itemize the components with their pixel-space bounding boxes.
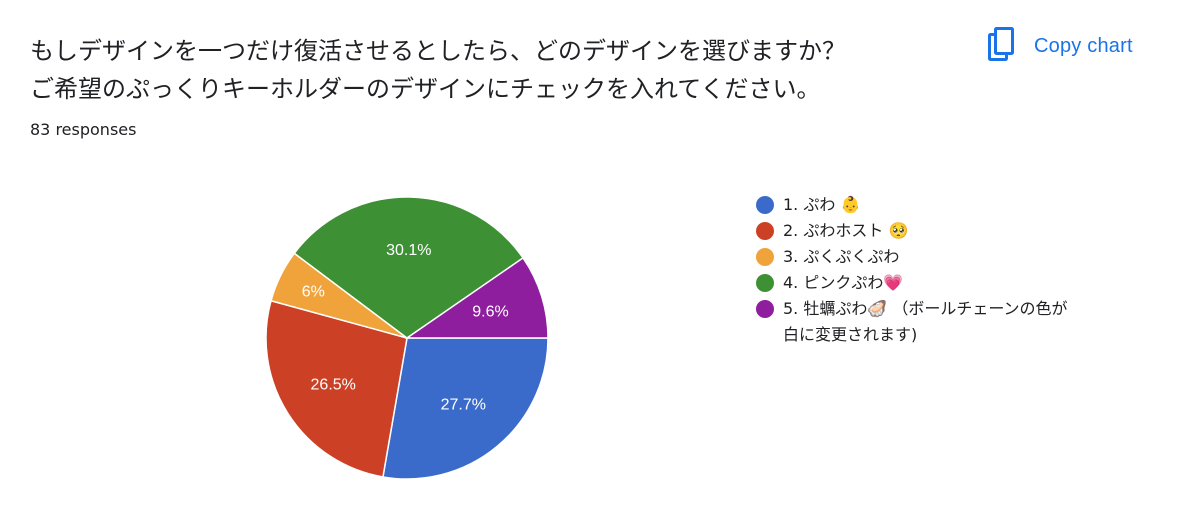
pie-slice-5[interactable]	[404, 256, 549, 339]
pie-label-1: 27.7%	[441, 396, 486, 413]
pie-slice-1[interactable]	[382, 337, 549, 480]
legend-swatch-3	[756, 248, 774, 266]
legend-swatch-4	[756, 274, 774, 292]
pie-label-2: 26.5%	[311, 376, 356, 393]
copy-icon	[988, 27, 1016, 65]
question-line-1: もしデザインを一つだけ復活させるとしたら、どのデザインを選びますか？	[30, 37, 846, 65]
legend-label-2: 2. ぷわホスト 🥺	[783, 221, 909, 240]
pie-chart: 27.7% 26.5% 6% 30.1% 9.6%	[257, 188, 557, 488]
pie-label-5: 9.6%	[472, 304, 508, 321]
legend-item-2[interactable]: 2. ぷわホスト 🥺	[756, 218, 1156, 244]
legend-item-4[interactable]: 4. ピンクぷわ💗	[756, 270, 1156, 296]
legend-label-3: 3. ぷくぷくぷわ	[783, 247, 900, 266]
question-title: もしデザインを一つだけ復活させるとしたら、どのデザインを選びますか？ ご希望のぷ…	[30, 32, 930, 108]
legend-item-3[interactable]: 3. ぷくぷくぷわ	[756, 244, 1156, 270]
legend-label-5: 5. 牡蠣ぷわ🦪 （ボールチェーンの色が 白に変更されます)	[783, 299, 1068, 344]
legend-swatch-5	[756, 300, 774, 318]
pie-slice-4[interactable]	[293, 196, 525, 339]
legend-swatch-1	[756, 196, 774, 214]
legend-swatch-2	[756, 222, 774, 240]
question-line-2: ご希望のぷっくりキーホルダーのデザインにチェックを入れてください。	[30, 75, 821, 103]
chart-legend: 1. ぷわ 👶 2. ぷわホスト 🥺 3. ぷくぷくぷわ 4. ピンクぷわ💗 5. 牡蠣…	[756, 192, 1156, 348]
legend-label-4: 4. ピンクぷわ💗	[783, 273, 904, 292]
legend-item-5[interactable]: 5. 牡蠣ぷわ🦪 （ボールチェーンの色が 白に変更されます)	[756, 296, 1156, 348]
copy-chart-button[interactable]: Copy chart	[988, 27, 1133, 65]
pie-label-3: 6%	[302, 284, 325, 301]
response-count: 83 responses	[30, 120, 137, 139]
pie-slice-2[interactable]	[265, 299, 408, 478]
copy-chart-label: Copy chart	[1034, 34, 1133, 57]
legend-item-1[interactable]: 1. ぷわ 👶	[756, 192, 1156, 218]
pie-svg: 27.7% 26.5% 6% 30.1% 9.6%	[265, 196, 549, 480]
legend-label-1: 1. ぷわ 👶	[783, 195, 861, 214]
pie-label-4: 30.1%	[386, 242, 431, 259]
